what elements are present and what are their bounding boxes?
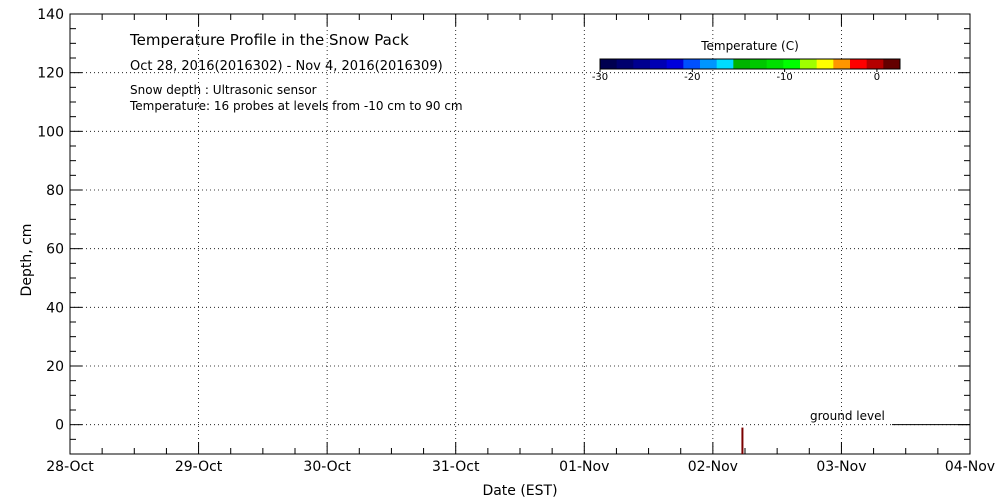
colorbar-swatch (650, 59, 668, 69)
colorbar-swatch (683, 59, 701, 69)
colorbar-frame (599, 58, 901, 70)
colorbar-swatch (766, 59, 784, 69)
x-tick-label: 04-Nov (945, 459, 995, 475)
colorbar-swatch (616, 59, 634, 69)
colorbar-ticks: -30 -20 -10 0 (592, 69, 880, 83)
x-tick-label: 31-Oct (432, 459, 480, 475)
grid-lines (70, 14, 970, 454)
temperature-profile-mark (741, 427, 744, 454)
colorbar-swatch (700, 59, 718, 69)
y-axis-title: Depth, cm (19, 224, 35, 297)
x-tick-label: 03-Nov (816, 459, 866, 475)
y-tick-label: 80 (46, 183, 64, 199)
note-snow-depth: Snow depth : Ultrasonic sensor (130, 83, 317, 97)
colorbar-tick-label: 0 (874, 72, 880, 83)
x-tick-labels: 28-Oct 29-Oct 30-Oct 31-Oct 01-Nov 02-Nov 03-N… (46, 459, 995, 475)
colorbar-tick-label: -10 (776, 72, 792, 83)
colorbar-swatch (633, 59, 651, 69)
y-tick-label: 0 (55, 418, 64, 434)
x-tick-label: 29-Oct (175, 459, 223, 475)
colorbar (599, 58, 901, 70)
y-tick-labels: 0 20 40 60 80 100 120 140 (37, 7, 64, 434)
y-tick-label: 20 (46, 359, 64, 375)
x-tick-label: 28-Oct (46, 459, 94, 475)
colorbar-swatch (750, 59, 768, 69)
colorbar-tick-label: -20 (684, 72, 700, 83)
colorbar-swatch (833, 59, 851, 69)
ground-level-label: ground level (810, 409, 885, 423)
colorbar-title: Temperature (C) (700, 39, 799, 53)
colorbar-swatch (850, 59, 868, 69)
colorbar-swatch (816, 59, 834, 69)
colorbar-swatch (716, 59, 734, 69)
y-tick-label: 60 (46, 242, 64, 258)
chart-title: Temperature Profile in the Snow Pack (129, 31, 409, 49)
y-tick-label: 100 (37, 124, 64, 140)
x-tick-label: 01-Nov (559, 459, 609, 475)
x-tick-label: 02-Nov (688, 459, 738, 475)
colorbar-swatch (783, 59, 801, 69)
colorbar-swatch (600, 59, 618, 69)
y-tick-label: 40 (46, 300, 64, 316)
x-axis-title: Date (EST) (482, 483, 557, 499)
colorbar-swatch (733, 59, 751, 69)
colorbar-swatch (800, 59, 818, 69)
plot-frame (69, 13, 971, 455)
axis-ticks (69, 13, 971, 455)
colorbar-tick-label: -30 (592, 72, 608, 83)
colorbar-swatch (666, 59, 684, 69)
y-tick-label: 120 (37, 66, 64, 82)
date-range: Oct 28, 2016(2016302) - Nov 4, 2016(2016… (130, 59, 443, 74)
x-tick-label: 30-Oct (303, 459, 351, 475)
note-temperature: Temperature: 16 probes at levels from -1… (129, 99, 463, 113)
colorbar-swatch (883, 59, 901, 69)
colorbar-swatch (866, 59, 884, 69)
y-tick-label: 140 (37, 7, 64, 23)
data-marks (741, 427, 744, 454)
